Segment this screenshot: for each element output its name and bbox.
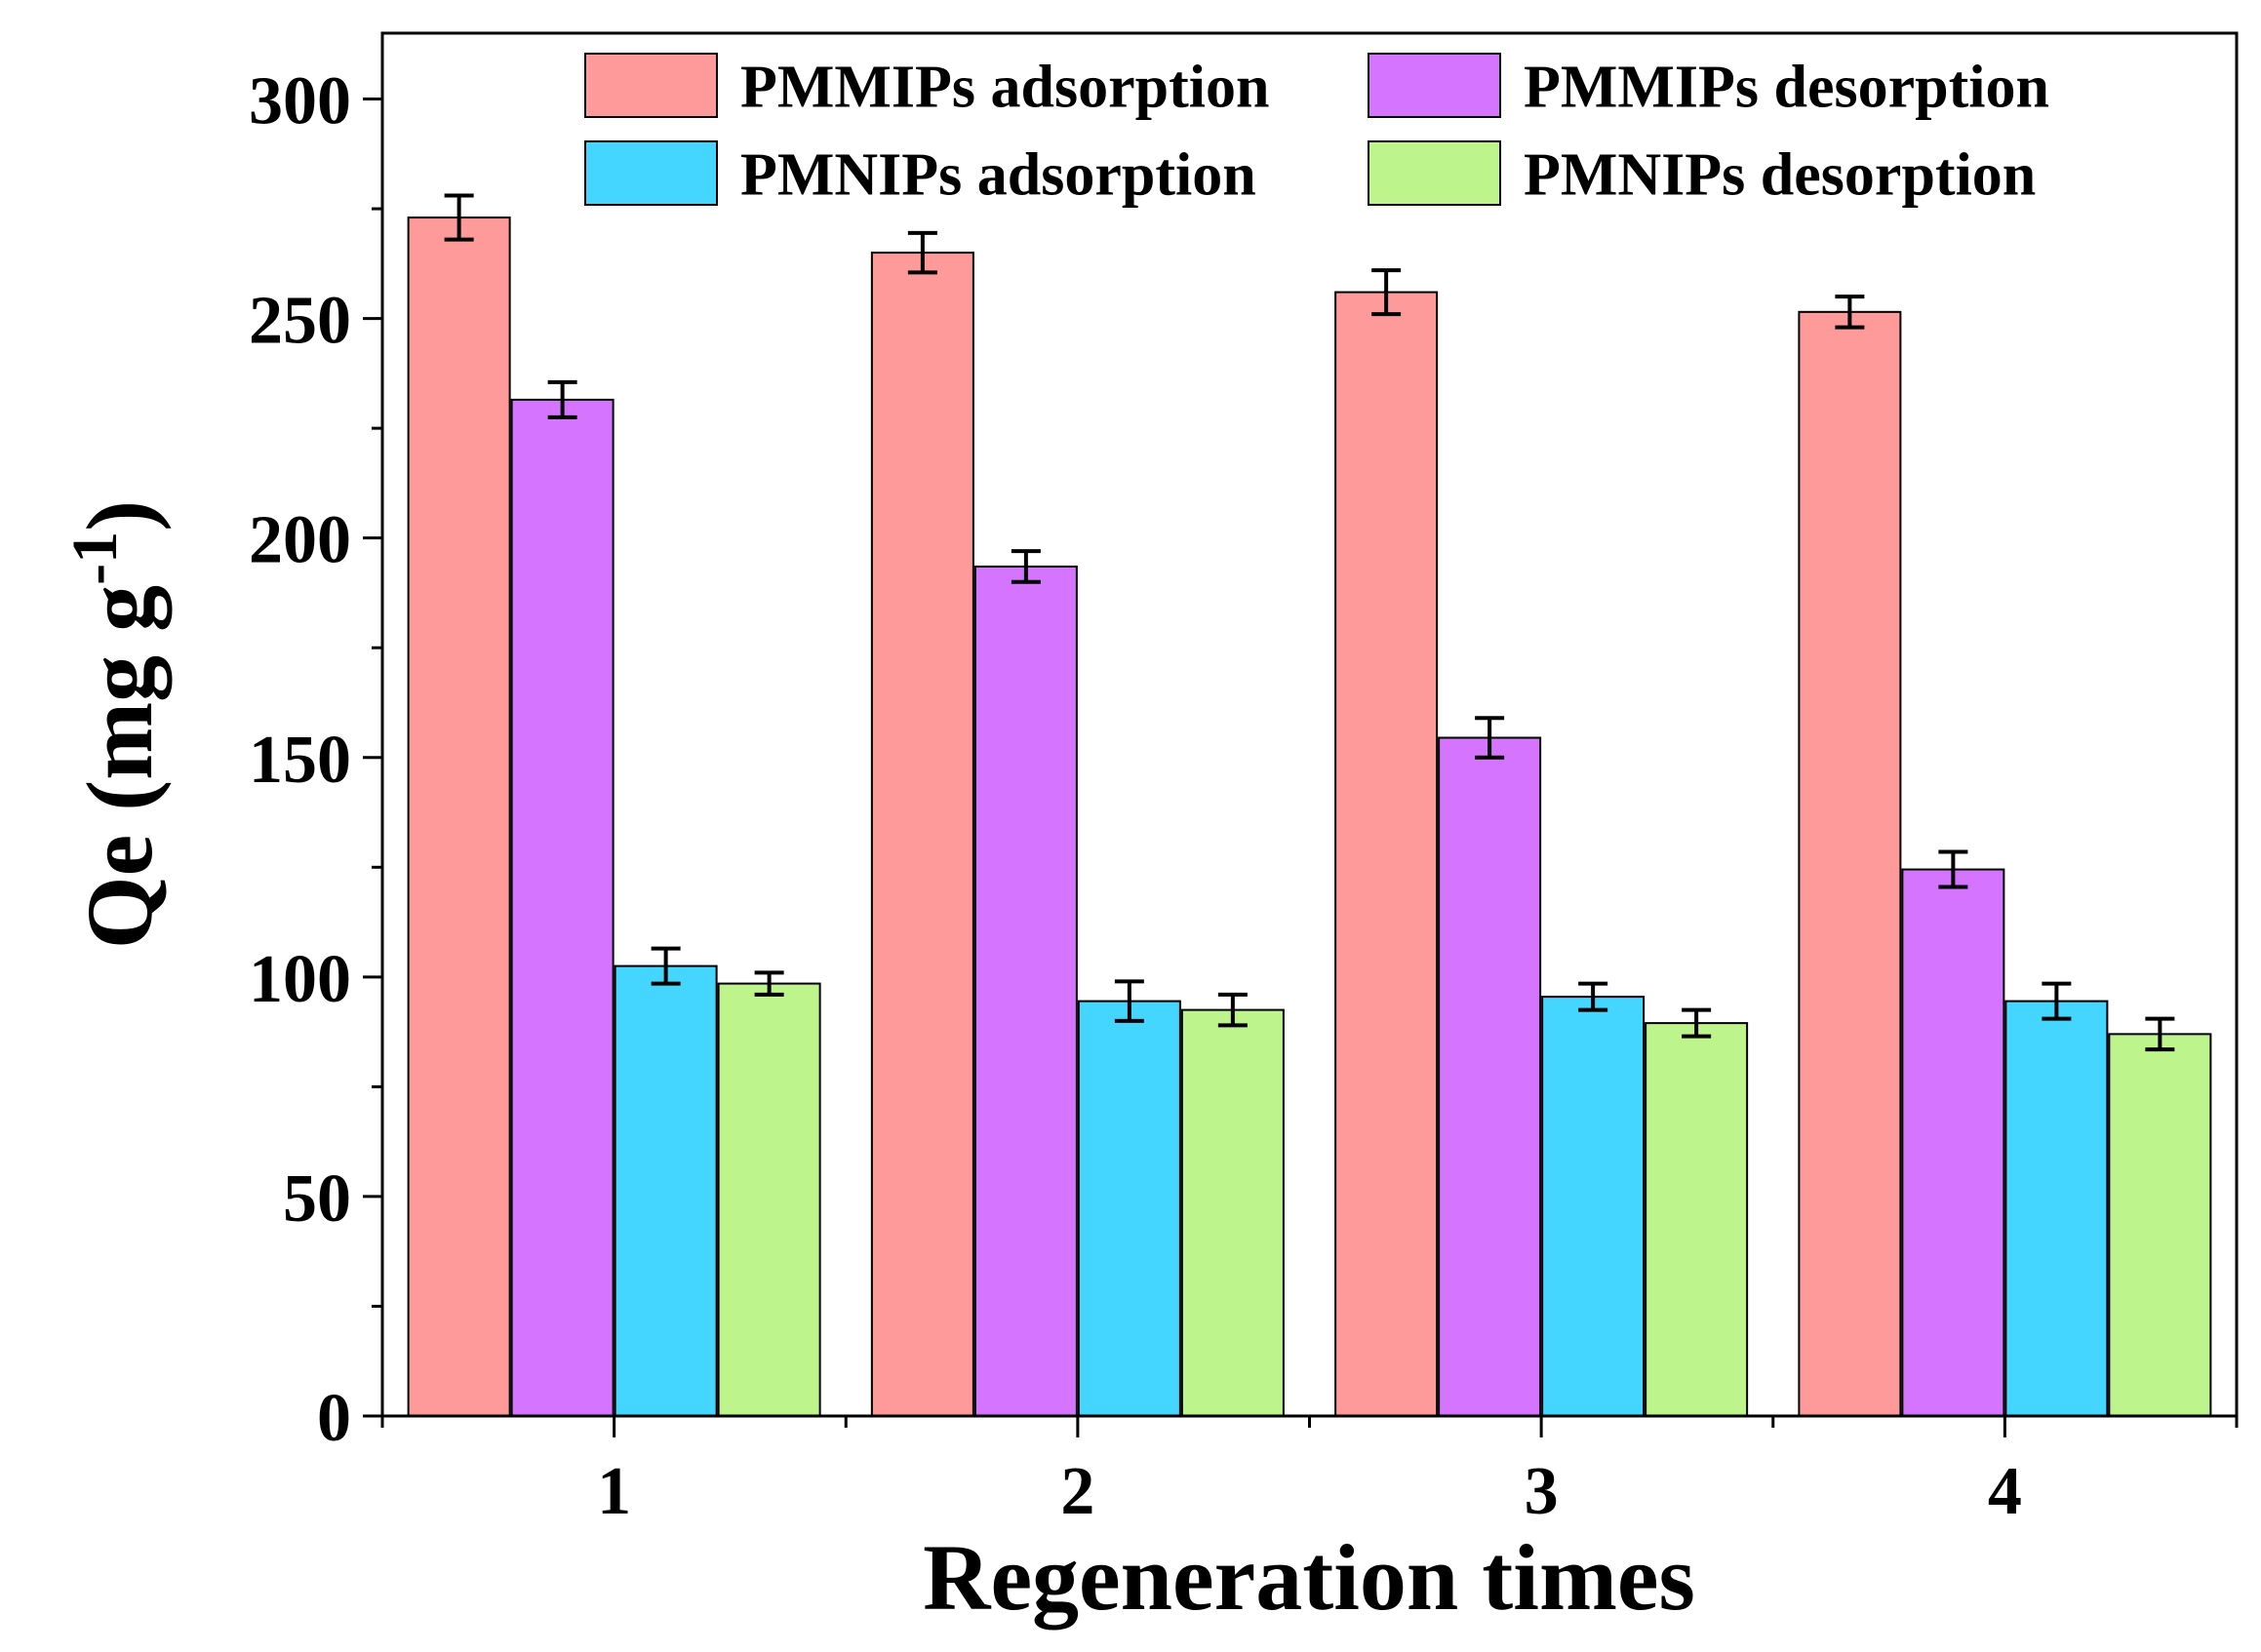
y-tick-label-150: 150: [249, 723, 351, 798]
bar-4-2: [1180, 1008, 1285, 1417]
bar-1-3: [1334, 291, 1439, 1418]
legend-swatch-3: [584, 140, 718, 206]
bar-2-1: [510, 398, 615, 1417]
legend-entry-3: PMNIPs adsorption: [584, 140, 1256, 209]
x-axis-label: Regeneration times: [923, 1525, 1695, 1630]
x-tick-label-3: 3: [1525, 1454, 1559, 1529]
legend-entry-2: PMMIPs desorption: [1368, 53, 2049, 121]
bar-3-4: [2004, 1000, 2109, 1417]
y-tick-label-100: 100: [249, 942, 351, 1017]
legend: PMMIPs adsorption PMMIPs desorption PMNIPs…: [584, 53, 2049, 209]
x-tick-label-4: 4: [1988, 1454, 2022, 1529]
bar-4-1: [717, 982, 821, 1417]
x-tick-label-2: 2: [1060, 1454, 1094, 1529]
bars-layer: [407, 216, 2212, 1418]
x-tick-label-1: 1: [597, 1454, 631, 1529]
legend-label-2: PMMIPs desorption: [1524, 55, 2049, 121]
bar-2-2: [973, 565, 1078, 1417]
bar-3-2: [1077, 1000, 1181, 1417]
legend-entry-1: PMMIPs adsorption: [584, 53, 1270, 121]
y-tick-label-250: 250: [249, 284, 351, 359]
bar-1-4: [1798, 310, 1902, 1417]
legend-label-1: PMMIPs adsorption: [740, 55, 1270, 121]
bar-4-4: [2108, 1033, 2212, 1418]
bar-3-1: [614, 964, 718, 1417]
bar-1-2: [870, 252, 974, 1418]
legend-entry-4: PMNIPs desorption: [1368, 140, 2036, 209]
y-axis-label: Qe (mg g-1): [60, 500, 172, 949]
legend-label-3: PMNIPs adsorption: [740, 142, 1256, 209]
bar-4-3: [1645, 1022, 1749, 1417]
y-tick-label-200: 200: [249, 503, 351, 578]
bar-2-4: [1901, 868, 2005, 1417]
x-axis: 1 2 3 4: [380, 1416, 2239, 1529]
y-tick-label-300: 300: [249, 64, 351, 139]
y-tick-label-0: 0: [317, 1381, 351, 1456]
legend-swatch-4: [1368, 140, 1501, 206]
y-axis-label-superscript: -1: [60, 531, 131, 585]
bar-1-1: [407, 216, 511, 1418]
bar-3-3: [1541, 996, 1646, 1417]
y-tick-label-50: 50: [283, 1161, 351, 1237]
bar-2-3: [1438, 736, 1542, 1417]
y-axis-label-close: ): [67, 500, 172, 531]
y-axis-label-main: Qe (mg g: [67, 585, 172, 949]
legend-swatch-1: [584, 53, 718, 118]
y-axis: 0 50 100 150 200 250 300: [249, 64, 382, 1456]
error-bars-layer: [444, 193, 2175, 1052]
legend-label-4: PMNIPs desorption: [1524, 142, 2036, 209]
legend-swatch-2: [1368, 53, 1501, 118]
